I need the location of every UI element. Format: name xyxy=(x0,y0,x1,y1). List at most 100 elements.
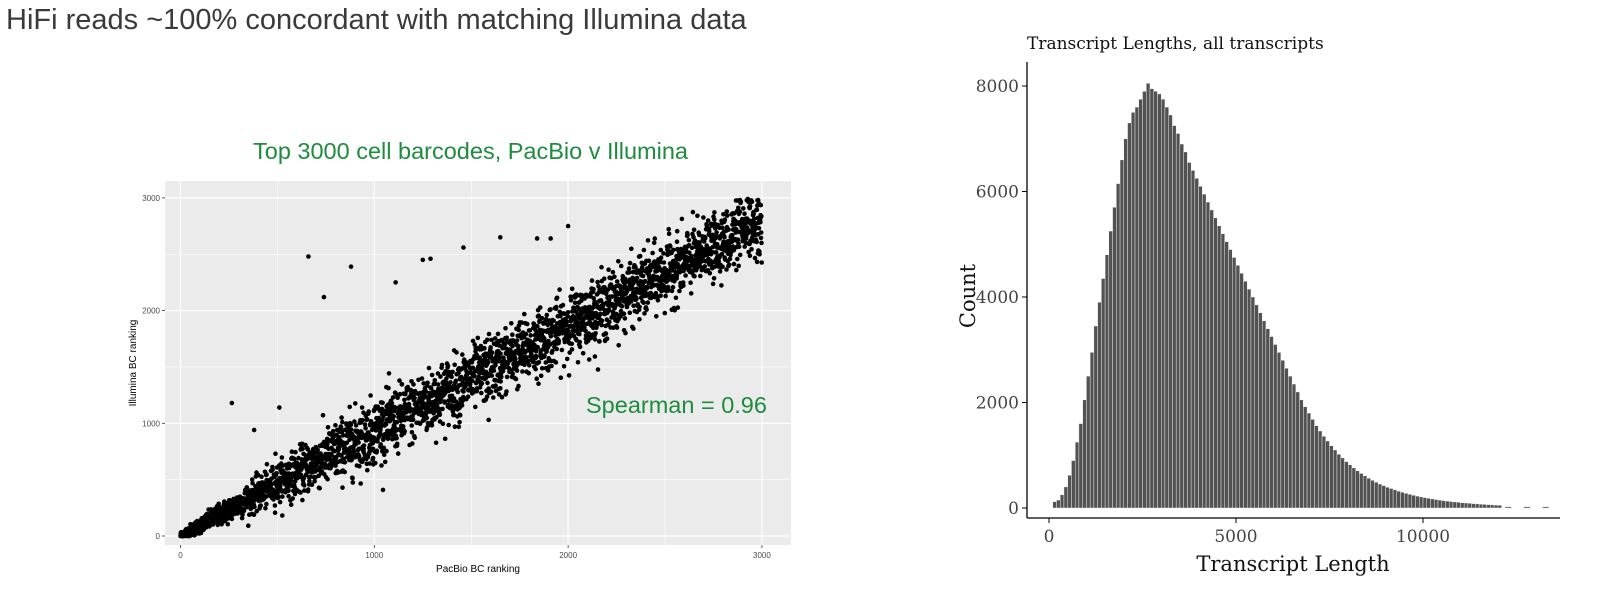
scatter-point xyxy=(358,481,364,486)
scatter-point xyxy=(662,310,668,316)
scatter-point xyxy=(593,331,598,336)
scatter-point xyxy=(302,488,307,493)
scatter-point xyxy=(410,417,416,422)
scatter-point xyxy=(432,378,438,383)
scatter-point xyxy=(495,331,501,337)
scatter-point xyxy=(350,476,355,481)
scatter-point xyxy=(470,338,476,344)
scatter-point xyxy=(589,278,595,283)
scatter-point xyxy=(442,436,448,442)
spearman-annotation: Spearman = 0.96 xyxy=(586,392,767,418)
scatter-point xyxy=(677,257,682,262)
histogram-bar xyxy=(1370,480,1375,509)
scatter-point xyxy=(467,382,473,387)
histogram-bar xyxy=(1179,143,1184,509)
scatter-point xyxy=(305,447,311,452)
scatter-point xyxy=(601,276,607,282)
scatter-point xyxy=(250,481,255,486)
scatter-point xyxy=(651,240,657,246)
scatter-point xyxy=(614,279,620,284)
histogram-bar xyxy=(1250,296,1255,509)
histogram-bar xyxy=(1288,375,1293,509)
histogram-bar xyxy=(1344,461,1349,509)
histogram-bar xyxy=(1381,485,1386,509)
scatter-point xyxy=(286,493,291,499)
scatter-point xyxy=(352,419,357,424)
scatter-point xyxy=(537,305,543,310)
scatter-point xyxy=(348,422,354,428)
scatter-y-tick-label: 3000 xyxy=(142,194,160,203)
scatter-point xyxy=(701,215,706,220)
histogram-bar xyxy=(1168,114,1173,509)
histogram-bar xyxy=(1116,183,1121,509)
scatter-point xyxy=(577,344,583,350)
histogram-bar xyxy=(1389,488,1394,509)
scatter-point xyxy=(275,490,280,496)
histogram-bar xyxy=(1220,233,1225,509)
scatter-point xyxy=(754,259,760,265)
scatter-point xyxy=(626,270,632,275)
scatter-point-outlier xyxy=(678,283,683,289)
histogram-title: Transcript Lengths, all transcripts xyxy=(1027,34,1324,54)
scatter-point xyxy=(429,372,435,378)
histogram-bar xyxy=(1321,436,1326,509)
histogram-bar xyxy=(1078,423,1083,509)
scatter-point xyxy=(276,494,282,500)
scatter-point xyxy=(272,503,278,508)
scatter-point xyxy=(465,371,470,377)
scatter-point xyxy=(486,331,492,337)
scatter-point xyxy=(280,494,285,499)
scatter-y-tick-label: 1000 xyxy=(142,419,160,428)
histogram-bar xyxy=(1303,406,1308,509)
scatter-point xyxy=(305,487,311,492)
scatter-point xyxy=(416,377,421,383)
scatter-point xyxy=(353,423,359,428)
scatter-point xyxy=(641,300,646,306)
scatter-point xyxy=(448,380,453,385)
histogram-bar xyxy=(1325,440,1330,509)
scatter-point xyxy=(686,237,692,243)
scatter-point xyxy=(534,376,539,382)
scatter-point xyxy=(677,269,683,275)
scatter-point xyxy=(353,401,358,406)
histogram-bar xyxy=(1445,500,1450,509)
scatter-point xyxy=(614,325,620,330)
histogram-y-tick-label: 8000 xyxy=(976,77,1019,97)
scatter-point xyxy=(706,229,712,234)
scatter-point xyxy=(722,234,727,240)
scatter-point xyxy=(568,298,574,303)
scatter-point xyxy=(390,395,396,400)
scatter-point-outlier xyxy=(277,405,282,410)
scatter-point xyxy=(527,328,533,333)
histogram-bar xyxy=(1415,495,1420,509)
scatter-point xyxy=(672,308,677,313)
scatter-point xyxy=(440,406,445,412)
scatter-point xyxy=(270,467,275,473)
scatter-point xyxy=(400,424,406,429)
scatter-point xyxy=(288,478,294,483)
scatter-point xyxy=(644,284,650,290)
scatter-point xyxy=(425,403,431,409)
scatter-point xyxy=(757,252,762,257)
scatter-point xyxy=(449,374,454,380)
histogram-bar xyxy=(1478,503,1484,509)
scatter-y-tick-label: 2000 xyxy=(142,307,160,316)
histogram-bar xyxy=(1422,497,1427,509)
scatter-point xyxy=(450,369,455,375)
scatter-chart-title: Top 3000 cell barcodes, PacBio v Illumin… xyxy=(253,138,688,164)
histogram-bar xyxy=(1366,478,1371,509)
histogram-bar xyxy=(1127,122,1132,509)
scatter-point xyxy=(602,285,607,290)
scatter-point xyxy=(425,380,430,386)
histogram-bar xyxy=(1071,460,1076,509)
histogram-y-tick-label: 4000 xyxy=(976,288,1019,308)
scatter-point-outlier xyxy=(457,419,462,425)
scatter-point-outlier xyxy=(348,264,354,269)
scatter-point xyxy=(599,322,604,328)
scatter-point xyxy=(759,260,764,265)
scatter-point xyxy=(340,419,345,425)
scatter-point xyxy=(536,360,542,365)
scatter-point xyxy=(381,452,387,458)
scatter-point xyxy=(264,461,270,467)
scatter-point xyxy=(720,264,725,270)
